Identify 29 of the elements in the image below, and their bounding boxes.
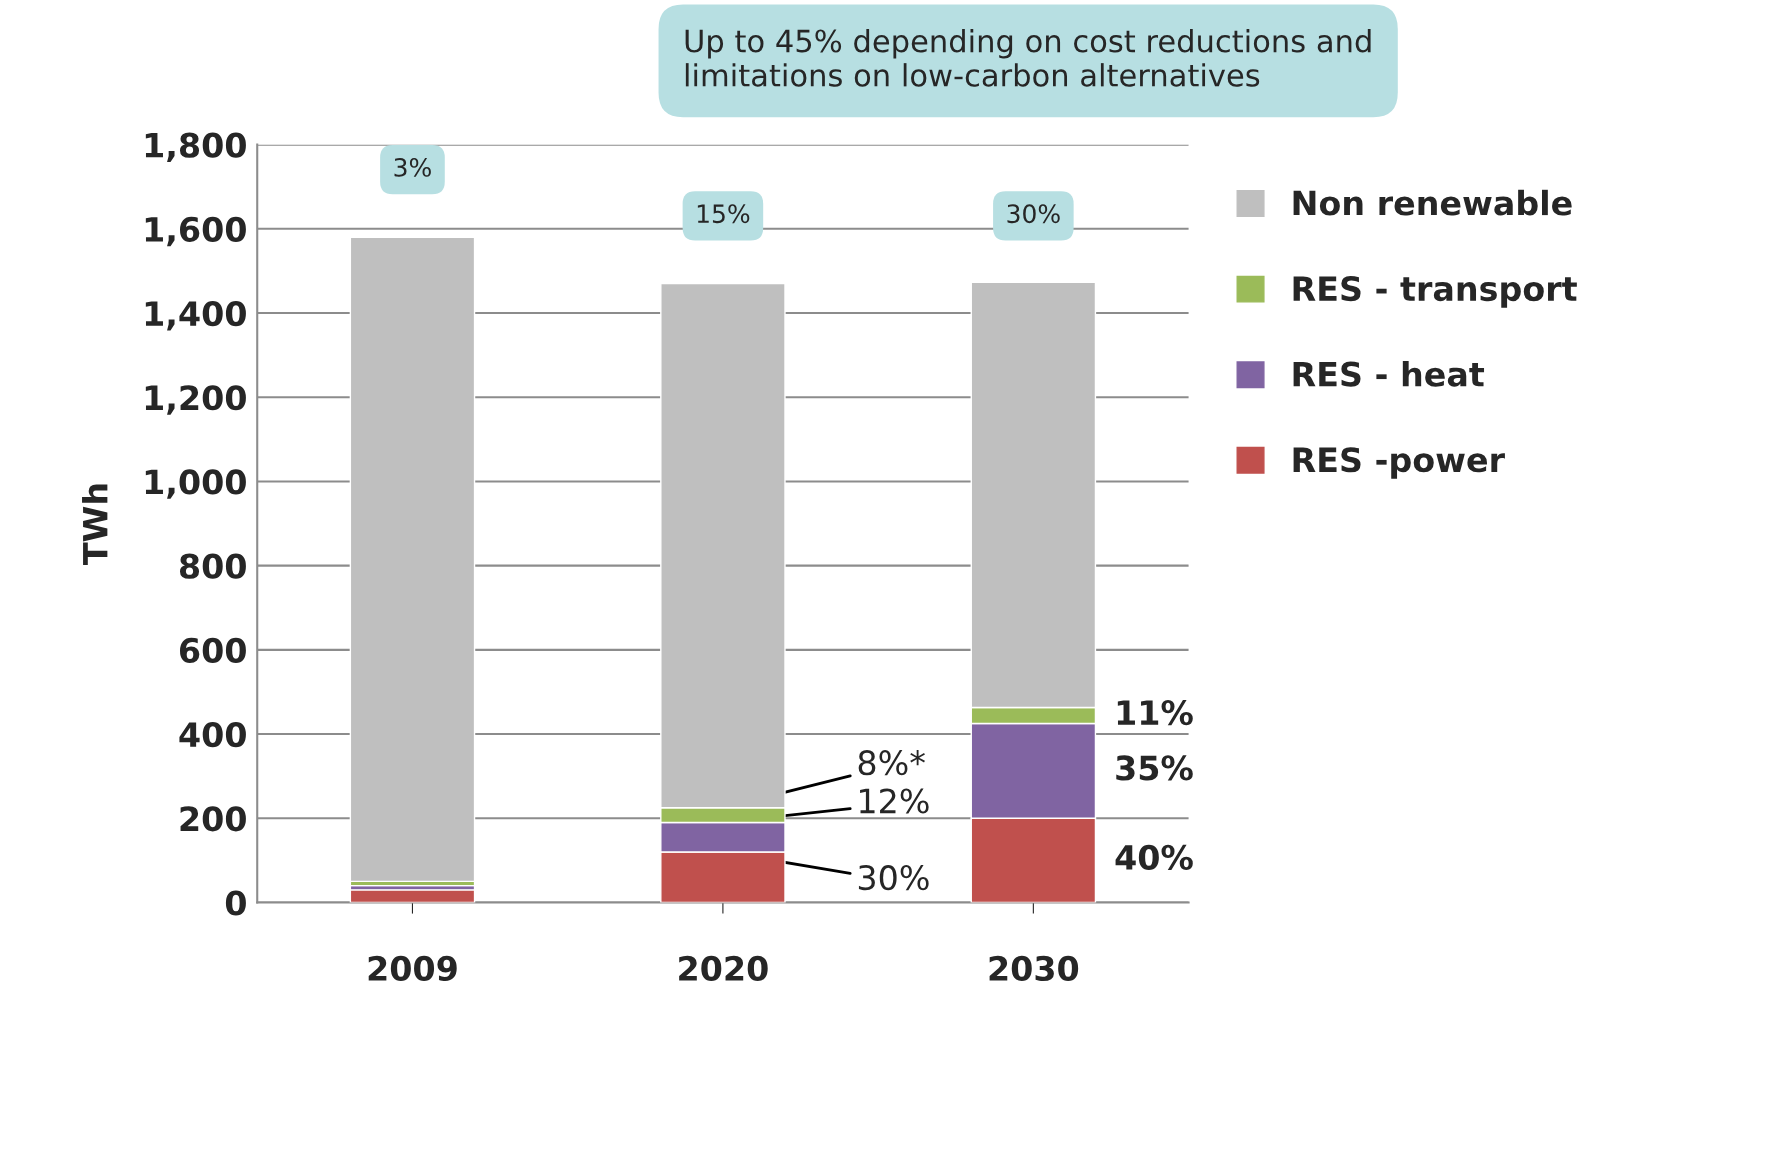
y-tick-label: 1,200	[145, 385, 246, 415]
x-tick-label: 2020	[679, 955, 768, 982]
annotation: 3%	[394, 157, 431, 177]
annotation: 35%	[1116, 755, 1193, 781]
y-axis-title: TWh	[82, 484, 108, 565]
legend-label: RES - transport	[1293, 275, 1577, 308]
legend-label: Non renewable	[1293, 189, 1572, 216]
y-tick-label: 200	[180, 806, 246, 832]
annotation: 30%	[1007, 204, 1060, 224]
y-tick-label: 1,600	[145, 216, 246, 247]
y-tick-label: 1,800	[145, 132, 246, 163]
bar	[349, 236, 476, 883]
annotation: 8%*	[858, 750, 925, 776]
annotation: 40%	[1115, 844, 1193, 871]
legend-label: RES - heat	[1293, 360, 1485, 387]
x-tick-label: 2030	[989, 955, 1079, 982]
legend-label: RES -power	[1293, 447, 1505, 479]
annotation: 15%	[697, 204, 750, 224]
text: Up to 45% depending on cost reductions and limitations on low-carbon alternatives	[685, 28, 1371, 87]
y-tick-label: 400	[179, 721, 246, 748]
x-tick-label: 2009	[368, 955, 457, 982]
annotation: 11%	[1117, 699, 1193, 726]
y-tick-label: 1,400	[145, 300, 246, 331]
annotation: 30%	[858, 865, 929, 891]
y-tick-label: 0	[225, 890, 246, 916]
y-tick-label: 600	[180, 637, 246, 663]
y-tick-label: 1,000	[145, 469, 246, 499]
annotation: 12%	[860, 788, 929, 814]
y-tick-label: 800	[179, 553, 246, 579]
